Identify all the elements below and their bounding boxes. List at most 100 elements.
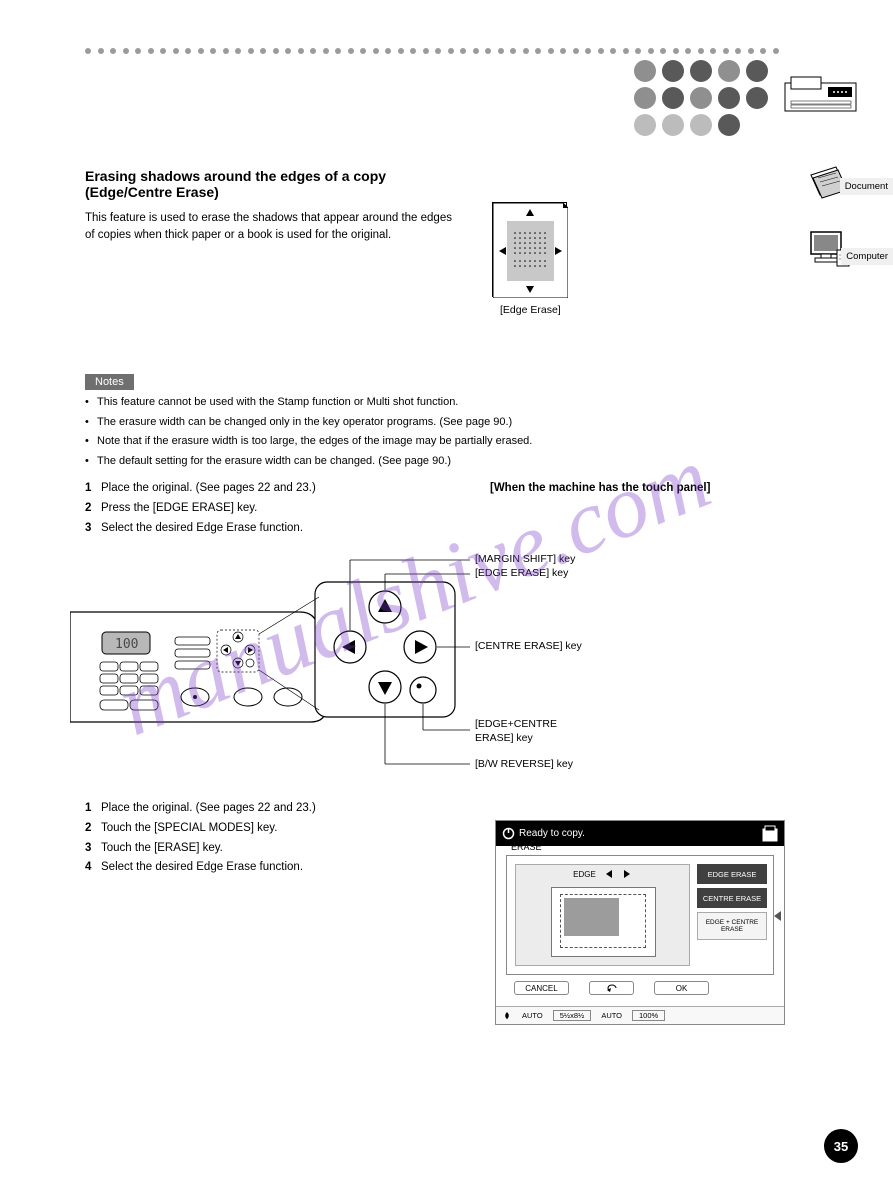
header-dot (648, 48, 654, 54)
flame-icon (502, 1011, 512, 1021)
steps-list: 1Place the original. (See pages 22 and 2… (85, 480, 445, 539)
header-dot (373, 48, 379, 54)
status-exposure: AUTO (601, 1011, 622, 1020)
header-dot (560, 48, 566, 54)
status-auto: AUTO (522, 1011, 543, 1020)
header-dot (85, 48, 91, 54)
centre-erase-button[interactable]: CENTRE ERASE (697, 888, 767, 908)
note-item: Note that if the erasure width is too la… (85, 433, 785, 450)
note-item: The erasure width can be changed only in… (85, 414, 785, 431)
header-dot (498, 48, 504, 54)
step-text: Place the original. (See pages 22 and 23… (101, 802, 316, 814)
grid-dot (690, 114, 712, 136)
status-tray[interactable]: 5½x8½ (553, 1010, 592, 1021)
grid-dot (746, 60, 768, 82)
left-arrow-icon[interactable] (604, 869, 614, 879)
header-dot (598, 48, 604, 54)
header-dot (160, 48, 166, 54)
header-dot (110, 48, 116, 54)
grid-dot (746, 87, 768, 109)
grid-dot (718, 60, 740, 82)
edge-caption: EDGE (573, 870, 596, 879)
auto-icon (762, 825, 778, 843)
header-dot (623, 48, 629, 54)
header-dot (698, 48, 704, 54)
header-dot (685, 48, 691, 54)
scroll-left-icon[interactable] (772, 911, 782, 921)
header-dot (198, 48, 204, 54)
header-dot (210, 48, 216, 54)
titlebar-text: Ready to copy. (519, 828, 585, 839)
header-dot (410, 48, 416, 54)
header-dot (135, 48, 141, 54)
edge-erase-label: [EDGE ERASE] key (475, 567, 568, 581)
header-dot (548, 48, 554, 54)
header-dot (298, 48, 304, 54)
header-dot (123, 48, 129, 54)
step-text: Select the desired Edge Erase function. (101, 861, 303, 873)
header-dots (85, 48, 779, 54)
grid-dot (634, 87, 656, 109)
side-tab-document: Document (840, 178, 893, 195)
step-text: Select the desired Edge Erase function. (101, 522, 303, 534)
header-dot (535, 48, 541, 54)
centre-erase-label: [CENTRE ERASE] key (475, 640, 582, 654)
touch-panel-heading: [When the machine has the touch panel] (490, 480, 710, 497)
header-dot (285, 48, 291, 54)
edge-centre-erase-button[interactable]: EDGE + CENTRE ERASE (697, 912, 767, 940)
right-arrow-icon[interactable] (622, 869, 632, 879)
step-text: Place the original. (See pages 22 and 23… (101, 482, 316, 494)
header-dot (510, 48, 516, 54)
header-dot (385, 48, 391, 54)
step-number: 1 (85, 480, 101, 498)
ready-icon (502, 827, 515, 840)
status-ratio[interactable]: 100% (632, 1010, 665, 1021)
lcd-value: 100 (115, 637, 138, 652)
step-text: Press the [EDGE ERASE] key. (101, 502, 257, 514)
header-dot (460, 48, 466, 54)
illustration-caption: [Edge Erase] (500, 303, 561, 319)
step-number: 2 (85, 500, 101, 518)
grid-dot (718, 87, 740, 109)
undo-icon (605, 984, 619, 992)
bw-reverse-label: [B/W REVERSE] key (475, 758, 573, 772)
undo-button[interactable] (589, 981, 634, 995)
cancel-button[interactable]: CANCEL (514, 981, 569, 995)
header-dot (348, 48, 354, 54)
header-dot (185, 48, 191, 54)
header-dot (310, 48, 316, 54)
step-number: 1 (85, 800, 101, 818)
header-dot (660, 48, 666, 54)
header-dot (148, 48, 154, 54)
step-number: 3 (85, 840, 101, 858)
header-dot (273, 48, 279, 54)
header-dot (573, 48, 579, 54)
step-number: 3 (85, 520, 101, 538)
header-dot (448, 48, 454, 54)
header-dot (673, 48, 679, 54)
grid-dot (662, 114, 684, 136)
header-dot (585, 48, 591, 54)
header-dot (223, 48, 229, 54)
header-dot (610, 48, 616, 54)
note-item: The default setting for the erasure widt… (85, 453, 785, 470)
side-tab-computer: Computer (841, 248, 893, 265)
control-panel-diagram: 100 (70, 552, 475, 782)
grid-dot (690, 60, 712, 82)
header-dot (710, 48, 716, 54)
header-dot (235, 48, 241, 54)
step-number: 2 (85, 820, 101, 838)
ok-button[interactable]: OK (654, 981, 709, 995)
header-dot (98, 48, 104, 54)
header-dot (323, 48, 329, 54)
edge-centre-erase-label: [EDGE+CENTRE ERASE] key (475, 718, 585, 745)
page-number: 35 (824, 1129, 858, 1163)
header-dot (523, 48, 529, 54)
touch-steps: 1Place the original. (See pages 22 and 2… (85, 800, 465, 879)
grid-dot (718, 114, 740, 136)
touch-screen-mock: Ready to copy. ERASE EDGE EDGE ERASE CEN… (495, 820, 785, 1025)
edge-erase-button[interactable]: EDGE ERASE (697, 864, 767, 884)
printer-icon (783, 75, 858, 115)
header-dot (485, 48, 491, 54)
header-dot (248, 48, 254, 54)
